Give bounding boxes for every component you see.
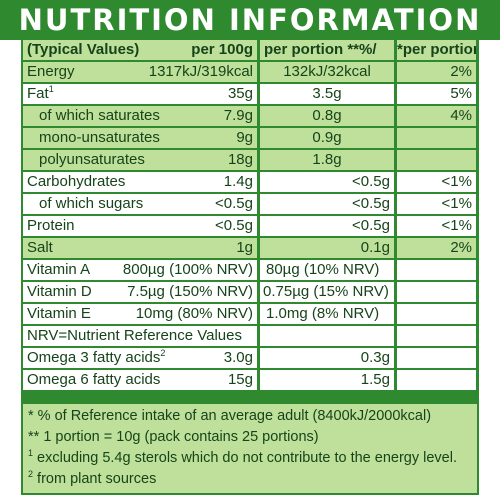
- row-per100: 1g: [236, 239, 253, 256]
- table-row: polyunsaturates 18g 1.8g: [21, 150, 479, 172]
- row-ri: <1%: [397, 172, 476, 192]
- header-typical-values: (Typical Values): [27, 41, 140, 58]
- row-portion: 0.9g: [260, 128, 394, 148]
- row-ri: [397, 282, 476, 302]
- table-row: Protein <0.5g <0.5g <1%: [21, 216, 479, 238]
- row-label: Omega 6 fatty acids: [27, 371, 161, 388]
- row-portion: 80µg (10% NRV): [260, 260, 394, 280]
- row-label: Vitamin A: [27, 261, 91, 278]
- row-ri: <1%: [397, 216, 476, 236]
- table-row: Omega 6 fatty acids 15g 1.5g: [21, 370, 479, 392]
- row-ri: 2%: [397, 62, 476, 82]
- row-per100: 35g: [227, 85, 253, 102]
- row-portion: <0.5g: [260, 194, 394, 214]
- row-portion: <0.5g: [260, 172, 394, 192]
- row-per100: 10mg (80% NRV): [135, 305, 253, 322]
- row-per100: <0.5g: [215, 217, 253, 234]
- row-portion: 0.1g: [260, 238, 394, 258]
- footnote-mark: 2: [160, 348, 166, 358]
- table-header-row: (Typical Values) per 100g per portion **…: [21, 40, 479, 62]
- row-per100: 18g: [227, 151, 253, 168]
- nutrition-table: (Typical Values) per 100g per portion **…: [21, 40, 479, 495]
- footnotes: * % of Reference intake of an average ad…: [23, 404, 477, 493]
- nrv-note: NRV=Nutrient Reference Values: [27, 327, 242, 344]
- table-row: mono-unsaturates 9g 0.9g: [21, 128, 479, 150]
- row-portion: 0.8g: [260, 106, 394, 126]
- row-ri: [397, 128, 476, 148]
- row-per100: 7.5µg (150% NRV): [127, 283, 253, 300]
- table-row: Vitamin D 7.5µg (150% NRV) 0.75µg (15% N…: [21, 282, 479, 304]
- row-ri: [397, 304, 476, 324]
- table-row: of which sugars <0.5g <0.5g <1%: [21, 194, 479, 216]
- row-per100: 1317kJ/319kcal: [148, 63, 253, 80]
- row-ri: [397, 260, 476, 280]
- table-row: Salt 1g 0.1g 2%: [21, 238, 479, 260]
- footnote-mark: 1: [48, 84, 54, 94]
- row-per100: 15g: [227, 371, 253, 388]
- row-label: Salt: [27, 239, 53, 256]
- row-per100: 3.0g: [223, 349, 253, 366]
- row-portion: 132kJ/32kcal: [260, 62, 394, 82]
- header-per-portion: per portion **%/: [260, 40, 394, 60]
- row-ri: [397, 150, 476, 170]
- row-portion: 3.5g: [260, 84, 394, 104]
- row-label: mono-unsaturates: [39, 129, 160, 146]
- row-portion: <0.5g: [260, 216, 394, 236]
- row-ri: 4%: [397, 106, 476, 126]
- header-ri-per-portion: *per portion**: [397, 40, 476, 60]
- table-row: Carbohydrates 1.4g <0.5g <1%: [21, 172, 479, 194]
- row-per100: <0.5g: [215, 195, 253, 212]
- table-row: Vitamin E 10mg (80% NRV) 1.0mg (8% NRV): [21, 304, 479, 326]
- footnote-mark: 2: [28, 469, 34, 480]
- footnote-plant: 2 from plant sources: [28, 469, 157, 487]
- table-row: Vitamin A 800µg (100% NRV) 80µg (10% NRV…: [21, 260, 479, 282]
- row-label: Carbohydrates: [27, 173, 126, 190]
- row-label: Protein: [27, 217, 75, 234]
- row-portion: 0.75µg (15% NRV): [260, 282, 394, 302]
- row-label: of which sugars: [39, 195, 144, 212]
- row-per100: 9g: [236, 129, 253, 146]
- table-row: Omega 3 fatty acids2 3.0g 0.3g: [21, 348, 479, 370]
- row-label: Vitamin E: [27, 305, 91, 322]
- row-per100: 7.9g: [223, 107, 253, 124]
- row-ri: <1%: [397, 194, 476, 214]
- table-row: of which saturates 7.9g 0.8g 4%: [21, 106, 479, 128]
- footnote-portion: ** 1 portion = 10g (pack contains 25 por…: [28, 429, 319, 445]
- header-per-100g: per 100g: [191, 41, 253, 58]
- row-ri: 5%: [397, 84, 476, 104]
- row-label: Vitamin D: [27, 283, 92, 300]
- row-label: Fat: [27, 85, 49, 102]
- row-label: polyunsaturates: [39, 151, 145, 168]
- footnote-sterols: 1 excluding 5.4g sterols which do not co…: [28, 448, 457, 466]
- nrv-note-row: NRV=Nutrient Reference Values: [21, 326, 479, 348]
- row-label: Omega 3 fatty acids: [27, 349, 161, 366]
- panel-title: NUTRITION INFORMATION: [0, 0, 500, 40]
- row-label: of which saturates: [39, 107, 160, 124]
- row-label: Energy: [27, 63, 75, 80]
- footnote-ri: * % of Reference intake of an average ad…: [28, 408, 432, 424]
- table-row: Fat1 35g 3.5g 5%: [21, 84, 479, 106]
- footnote-mark: 1: [28, 448, 34, 459]
- row-portion: 1.0mg (8% NRV): [260, 304, 394, 324]
- row-portion: 1.5g: [260, 370, 394, 390]
- row-per100: 1.4g: [223, 173, 253, 190]
- table-row: Energy 1317kJ/319kcal 132kJ/32kcal 2%: [21, 62, 479, 84]
- row-per100: 800µg (100% NRV): [122, 261, 253, 278]
- row-portion: 1.8g: [260, 150, 394, 170]
- row-portion: 0.3g: [260, 348, 394, 368]
- row-ri: 2%: [397, 238, 476, 258]
